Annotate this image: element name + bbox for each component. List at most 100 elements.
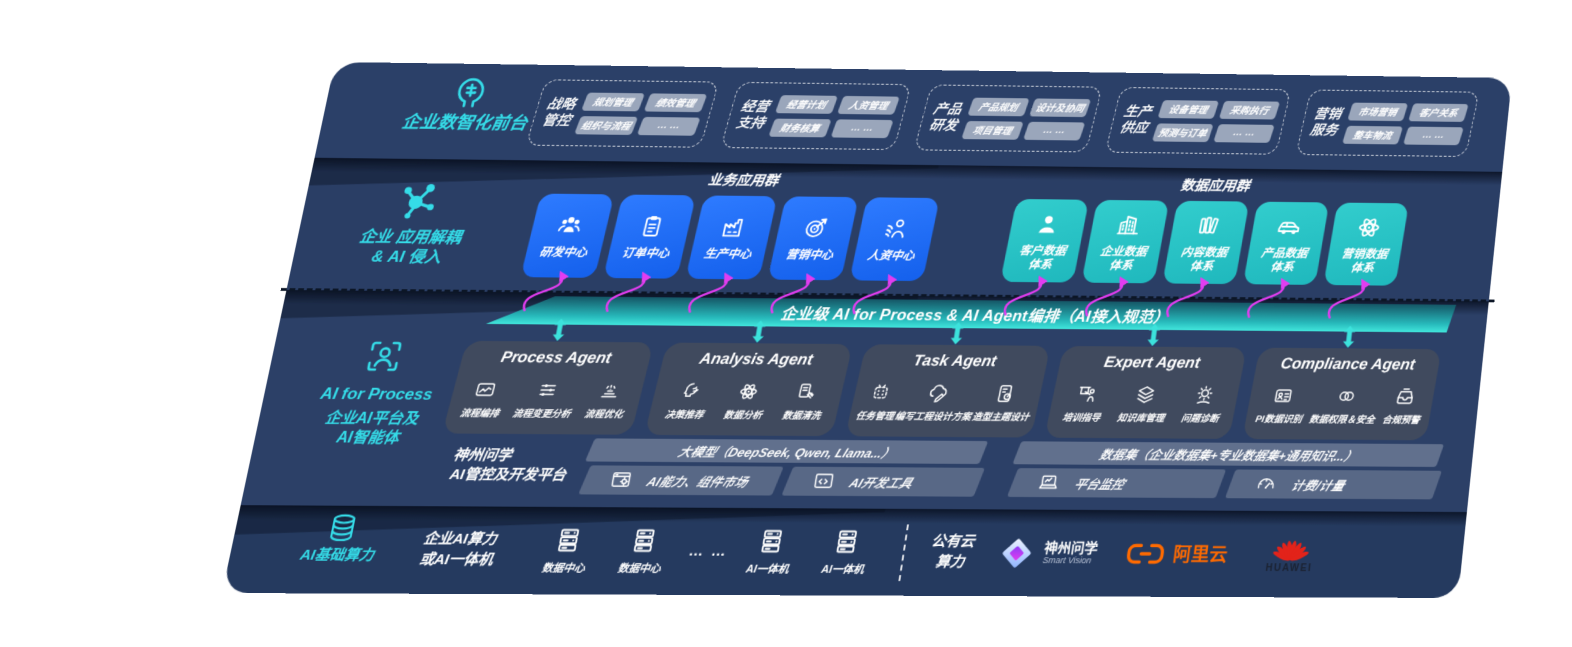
data-card: 产品数据体系 [1242,201,1330,285]
card-label: 人资中心 [866,248,916,263]
design-icon [992,382,1020,405]
agent-box: Task Agent 任务管理 编写工程设计方案 造型主题设计 [844,344,1051,438]
data-card: 内容数据体系 [1162,200,1250,285]
front-group: 营销 服务 市场营销 客户关系 整车物流… … [1295,89,1480,157]
compute-node-label: AI一体机 [820,563,865,576]
agent-capability: 流程编排 [459,378,508,419]
vendor-name: 阿里云 [1171,545,1229,566]
front-group-chip: … … [830,118,894,138]
front-group-chip: 整车物流 [1342,125,1404,144]
ai-layer-label: AI for Process 企业AI平台及 AI智能体 [319,384,435,447]
agent-capability-label: 合规预警 [1381,414,1421,426]
business-app-group: 业务应用群 研发中心 订单中心 生产中心 营销中心 人资中心 [520,168,946,282]
agent-items: 决策推荐 数据分析 数据清洗 [651,370,840,430]
front-group-chip: 规划管理 [581,92,646,111]
platform-label: 神州问学 AI管控及开发平台 [448,447,568,484]
card-label: 营销数据体系 [1340,246,1389,274]
platform-tool-bar: 计费/计量 [1224,469,1442,500]
agent-capability-label: 流程优化 [583,409,625,420]
front-group-chip: … … [1213,123,1276,143]
front-group-title: 生产 供应 [1118,103,1154,136]
front-group-chip: 绩效管理 [643,92,708,112]
business-group-title: 业务应用群 [706,172,780,189]
business-card: 营销中心 [767,196,859,281]
cloudpen-icon [925,381,953,404]
gauge-icon [1251,472,1282,495]
compute-text: 企业AI算力 或AI一体机 [418,530,499,568]
agent-items: 流程编排 流程变更分析 流程优化 [449,368,641,429]
agent-capability: 数据分析 [723,380,771,421]
model-bar: 大模型（DeepSeek, Qwen, Llama...） [584,438,989,465]
front-group-chips: 设备管理 采购执行 预测与订单… … [1152,99,1281,143]
model-platform-group: 大模型（DeepSeek, Qwen, Llama...） AI能力、组件市场 … [578,438,989,497]
ellipsis-nodes: … … [687,542,730,560]
dataset-bar: 数据集（企业数据集+专业数据集+通用知识...） [1012,441,1445,467]
front-group-chip: … … [1403,126,1464,145]
agent-title: Compliance Agent [1279,355,1417,374]
aliyun-logo [1124,541,1167,566]
sliders-icon [534,378,563,401]
vendor-subtitle: Smart Vision [1042,555,1092,566]
vendor-name: 神州问学 [1043,539,1099,556]
server-icon [830,527,863,556]
idcard-icon [1270,384,1297,407]
front-group: 生产 供应 设备管理 采购执行 预测与订单… … [1105,87,1292,155]
front-group: 产品 研发 产品规划 设计及协同 项目管理… … [913,84,1103,153]
front-group-chip: 采购执行 [1219,100,1281,120]
ai-layer-side-label: AI for Process 企业AI平台及 AI智能体 [288,336,465,449]
front-group-chip: 设计及协同 [1028,97,1091,117]
agent-title: Process Agent [499,348,614,367]
server-icon [551,525,586,555]
agent-capability-label: 流程变更分析 [511,408,572,420]
huawei-logo [1269,535,1314,562]
agent-capability: PI数据识别 [1254,384,1308,425]
data-card: 客户数据体系 [1000,198,1090,283]
platform-tool-label: 计费/计量 [1289,477,1347,493]
diagnose-icon [1191,383,1218,406]
front-group-title: 营销 服务 [1308,106,1344,138]
public-cloud-text: 公有云 算力 [930,533,976,571]
front-layer-label: 企业数智化前台 [400,112,529,134]
divider [898,523,910,581]
card-label: 客户数据体系 [1018,243,1068,271]
data-cards: 客户数据体系 企业数据体系 内容数据体系 产品数据体系 营销数据体系 [1000,198,1410,286]
front-group-chip: 经营计划 [774,94,838,114]
dataset-platform-group: 数据集（企业数据集+专业数据集+通用知识...） 平台监控 计费/计量 [1006,441,1445,500]
card-label: 企业数据体系 [1099,244,1149,272]
data-card: 企业数据体系 [1081,199,1170,284]
server-icon [755,527,789,556]
agent-capability-label: 知识库管理 [1116,412,1166,424]
agent-box: Analysis Agent 决策推荐 数据分析 数据清洗 [644,342,853,437]
card-label: 订单中心 [620,246,671,260]
platform-tool-label: AI开发工具 [847,475,916,491]
agent-capability-label: 编写工程设计方案 [893,411,973,423]
band-to-agents-arrows [286,290,1488,348]
atom-icon [1353,213,1385,241]
robot-task-icon [866,381,894,404]
agent-box: Expert Agent 培训指导 知识库管理 问题诊断 [1044,345,1247,439]
agent-title: Expert Agent [1102,353,1202,372]
compute-node: 数据中心 [541,525,593,575]
front-group-chips: 市场营销 客户关系 整车物流… … [1342,102,1469,145]
business-card: 订单中心 [602,194,697,279]
agent-capability-label: 培训指导 [1061,412,1102,424]
agent-capability: 数据清洗 [781,380,829,421]
agent-title: Task Agent [911,352,999,370]
card-label: 产品数据体系 [1260,246,1309,274]
clean-icon [793,380,821,403]
front-group-chip: 设备管理 [1157,99,1220,119]
updown-arrow-icon [1143,323,1164,351]
front-group-chip: 项目管理 [960,120,1024,140]
devtools-icon [808,470,840,493]
agent-capability: 知识库管理 [1116,383,1171,424]
card-label: 研发中心 [538,245,589,260]
vendor-aliyun: 阿里云 [1124,540,1229,567]
compute-node-label: 数据中心 [540,562,586,575]
compute-node: 数据中心 [617,526,668,576]
infra-label: AI基础算力 [298,546,376,564]
database-icon [323,512,363,546]
workflow-icon [471,378,500,401]
building-icon [1112,211,1145,239]
agent-capability: 决策推荐 [664,379,712,420]
front-group: 经营 支持 经营计划 人资管理 财务核算… … [719,81,912,151]
